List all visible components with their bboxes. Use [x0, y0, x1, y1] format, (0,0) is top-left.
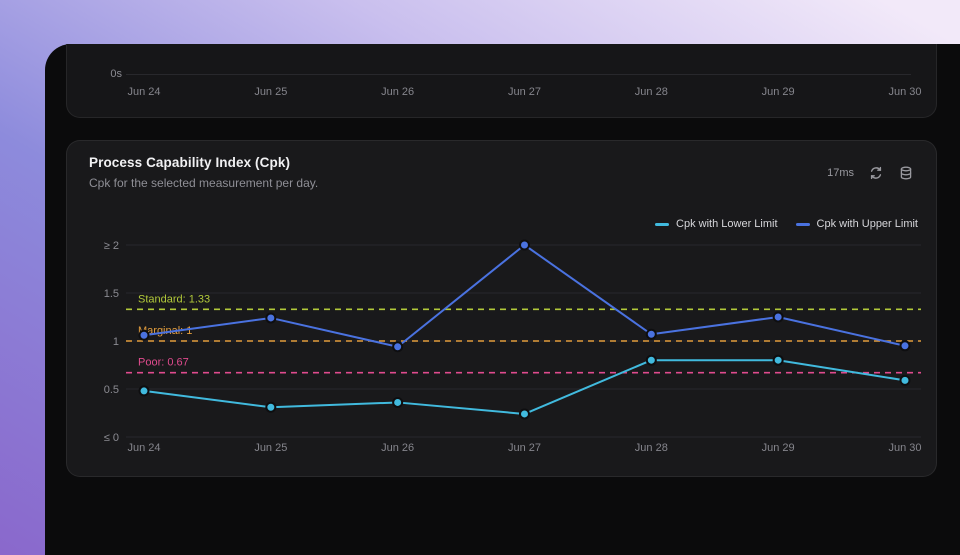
database-icon[interactable] — [898, 165, 914, 181]
x-tick-label: Jun 24 — [127, 442, 160, 454]
x-tick-label: Jun 27 — [508, 442, 541, 454]
card-title: Process Capability Index (Cpk) — [89, 155, 291, 170]
top-card-date-label: Jun 28 — [634, 86, 668, 98]
y-tick-label: 1.5 — [104, 288, 119, 300]
y-tick-label: ≤ 0 — [104, 432, 119, 444]
data-point[interactable] — [899, 340, 911, 352]
reference-line-label: Standard: 1.33 — [138, 293, 210, 305]
data-point[interactable] — [518, 239, 530, 251]
data-point[interactable] — [138, 385, 150, 397]
x-tick-label: Jun 25 — [254, 442, 287, 454]
refresh-icon[interactable] — [868, 165, 884, 181]
reference-line-label: Poor: 0.67 — [138, 357, 189, 369]
previous-chart-card: 0s Jun 24 Jun 25 Jun 26 Jun 27 Jun 28 Jun 29 J… — [66, 44, 937, 118]
y-tick-label: 0.5 — [104, 384, 119, 396]
card-subtitle: Cpk for the selected measurement per day… — [89, 176, 319, 190]
x-tick-label: Jun 28 — [635, 442, 668, 454]
query-latency: 17ms — [827, 167, 854, 179]
data-point[interactable] — [772, 354, 784, 366]
data-point[interactable] — [392, 396, 404, 408]
app-window: 0s Jun 24 Jun 25 Jun 26 Jun 27 Jun 28 Jun 29 J… — [45, 44, 960, 555]
card-header-actions: 17ms — [827, 165, 914, 181]
data-point[interactable] — [645, 328, 657, 340]
top-card-date-label: Jun 30 — [888, 86, 922, 98]
top-card-date-label: Jun 25 — [254, 86, 288, 98]
legend-label: Cpk with Upper Limit — [816, 218, 918, 230]
data-point[interactable] — [265, 312, 277, 324]
x-tick-label: Jun 29 — [762, 442, 795, 454]
top-card-date-label: Jun 29 — [761, 86, 795, 98]
legend-item[interactable]: Cpk with Lower Limit — [655, 218, 778, 230]
legend-item[interactable]: Cpk with Upper Limit — [795, 218, 918, 230]
data-point[interactable] — [265, 401, 277, 413]
data-point[interactable] — [645, 354, 657, 366]
y-tick-label: ≥ 2 — [104, 240, 119, 252]
top-card-gridline — [126, 74, 911, 75]
data-point[interactable] — [772, 311, 784, 323]
chart-legend: Cpk with Lower Limit Cpk with Upper Limit — [655, 218, 918, 230]
series-line — [143, 359, 906, 415]
top-card-date-label: Jun 24 — [127, 86, 161, 98]
cpk-chart-card: Process Capability Index (Cpk) Cpk for t… — [66, 140, 937, 477]
y-tick-label: 1 — [113, 336, 119, 348]
legend-swatch — [795, 222, 810, 226]
top-card-date-label: Jun 27 — [507, 86, 541, 98]
top-card-date-label: Jun 26 — [381, 86, 415, 98]
data-point[interactable] — [138, 329, 150, 341]
data-point[interactable] — [392, 341, 404, 353]
top-card-ytick-label: 0s — [110, 68, 122, 80]
legend-label: Cpk with Lower Limit — [676, 218, 778, 230]
x-tick-label: Jun 30 — [888, 442, 921, 454]
data-point[interactable] — [518, 408, 530, 420]
data-point[interactable] — [899, 374, 911, 386]
legend-swatch — [655, 222, 670, 226]
series-line — [143, 244, 906, 348]
x-tick-label: Jun 26 — [381, 442, 414, 454]
